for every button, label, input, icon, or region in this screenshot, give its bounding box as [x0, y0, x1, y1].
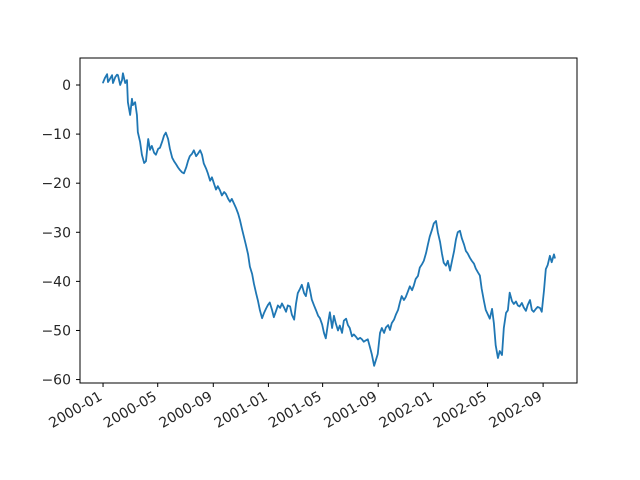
y-tick-label: −40 [41, 274, 71, 290]
y-tick-label: −10 [41, 127, 71, 143]
y-tick-label: 0 [62, 78, 71, 94]
y-tick-label: −50 [41, 323, 71, 339]
y-tick-label: −30 [41, 225, 71, 241]
plot-area [80, 58, 577, 383]
y-tick-label: −20 [41, 176, 71, 192]
series-line [102, 72, 556, 367]
y-tick-label: −60 [41, 373, 71, 389]
axes-spines [79, 57, 578, 384]
